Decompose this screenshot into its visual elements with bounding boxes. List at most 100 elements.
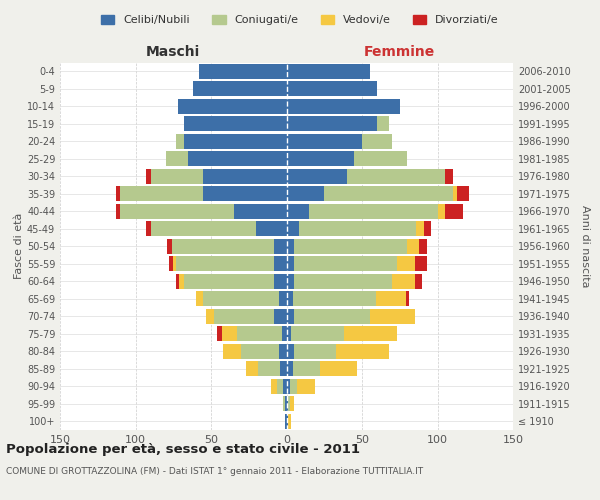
Bar: [214, 309, 274, 324]
Bar: [151, 222, 256, 236]
Bar: [221, 326, 236, 341]
Bar: [415, 256, 427, 271]
Bar: [217, 326, 221, 341]
Bar: [283, 379, 287, 394]
Bar: [287, 309, 294, 324]
Bar: [279, 344, 287, 358]
Bar: [377, 116, 389, 131]
Bar: [287, 82, 377, 96]
Bar: [309, 204, 437, 218]
Bar: [283, 396, 285, 411]
Bar: [176, 256, 274, 271]
Bar: [184, 134, 287, 148]
Bar: [287, 396, 288, 411]
Bar: [294, 274, 392, 288]
Bar: [282, 326, 287, 341]
Bar: [320, 362, 358, 376]
Bar: [287, 169, 347, 184]
Bar: [287, 152, 355, 166]
Bar: [285, 396, 287, 411]
Bar: [287, 326, 291, 341]
Bar: [293, 362, 320, 376]
Bar: [290, 379, 297, 394]
Text: Popolazione per età, sesso e stato civile - 2011: Popolazione per età, sesso e stato civil…: [6, 442, 360, 456]
Bar: [277, 379, 283, 394]
Bar: [223, 344, 241, 358]
Bar: [167, 239, 172, 254]
Bar: [274, 309, 287, 324]
Bar: [151, 169, 203, 184]
Bar: [287, 99, 400, 114]
Bar: [287, 274, 294, 288]
Bar: [274, 256, 287, 271]
Text: Maschi: Maschi: [146, 45, 200, 59]
Bar: [376, 292, 406, 306]
Bar: [184, 116, 287, 131]
Bar: [287, 379, 290, 394]
Bar: [347, 169, 445, 184]
Bar: [256, 222, 287, 236]
Bar: [280, 362, 287, 376]
Bar: [290, 396, 294, 411]
Bar: [406, 292, 409, 306]
Bar: [173, 256, 176, 271]
Bar: [146, 222, 151, 236]
Bar: [172, 239, 274, 254]
Bar: [287, 134, 362, 148]
Bar: [424, 222, 431, 236]
Bar: [452, 186, 457, 201]
Bar: [274, 239, 287, 254]
Bar: [415, 274, 422, 288]
Bar: [287, 222, 299, 236]
Bar: [337, 344, 389, 358]
Bar: [236, 326, 282, 341]
Bar: [294, 256, 397, 271]
Bar: [287, 256, 294, 271]
Bar: [445, 204, 463, 218]
Bar: [287, 116, 377, 131]
Bar: [274, 274, 287, 288]
Bar: [355, 152, 407, 166]
Y-axis label: Anni di nascita: Anni di nascita: [580, 205, 590, 288]
Bar: [279, 292, 287, 306]
Bar: [176, 134, 184, 148]
Bar: [199, 64, 287, 78]
Bar: [392, 274, 415, 288]
Bar: [294, 239, 407, 254]
Bar: [287, 186, 324, 201]
Bar: [287, 292, 293, 306]
Bar: [116, 186, 121, 201]
Bar: [121, 186, 203, 201]
Bar: [287, 344, 294, 358]
Bar: [166, 152, 188, 166]
Bar: [246, 362, 258, 376]
Bar: [206, 309, 214, 324]
Bar: [397, 256, 415, 271]
Bar: [291, 326, 344, 341]
Bar: [179, 274, 184, 288]
Bar: [241, 344, 279, 358]
Bar: [258, 362, 280, 376]
Bar: [285, 414, 287, 428]
Bar: [188, 152, 287, 166]
Bar: [287, 204, 309, 218]
Bar: [184, 274, 274, 288]
Bar: [178, 99, 287, 114]
Legend: Celibi/Nubili, Coniugati/e, Vedovi/e, Divorziati/e: Celibi/Nubili, Coniugati/e, Vedovi/e, Di…: [97, 10, 503, 30]
Bar: [203, 169, 287, 184]
Bar: [146, 169, 151, 184]
Bar: [196, 292, 203, 306]
Text: COMUNE DI GROTTAZZOLINA (FM) - Dati ISTAT 1° gennaio 2011 - Elaborazione TUTTITA: COMUNE DI GROTTAZZOLINA (FM) - Dati ISTA…: [6, 468, 423, 476]
Bar: [193, 82, 287, 96]
Bar: [299, 222, 416, 236]
Bar: [288, 414, 291, 428]
Bar: [287, 414, 288, 428]
Bar: [457, 186, 469, 201]
Bar: [287, 239, 294, 254]
Bar: [287, 64, 370, 78]
Bar: [116, 204, 121, 218]
Text: Femmine: Femmine: [364, 45, 436, 59]
Bar: [419, 239, 427, 254]
Bar: [370, 309, 415, 324]
Bar: [287, 362, 293, 376]
